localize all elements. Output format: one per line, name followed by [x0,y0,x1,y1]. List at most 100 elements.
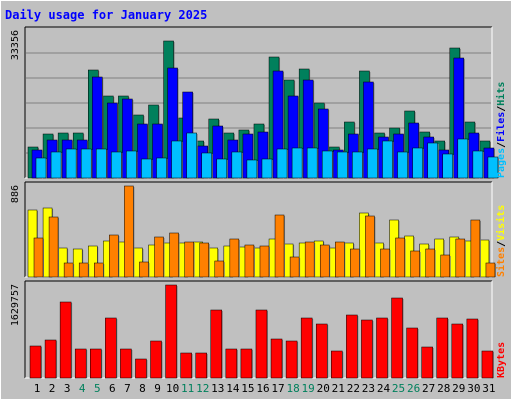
bar-pages-day-19 [306,147,318,179]
legend-entry: / [496,106,507,112]
legend-entry: Sites [495,247,507,277]
x-tick-label-day-17: 17 [271,382,284,395]
x-tick-label-day-31: 31 [482,382,495,395]
bar-kbytes-day-27 [421,346,433,379]
bar-pages-day-22 [352,151,363,179]
bar-sites-day-21 [335,241,345,278]
bar-pages-day-21 [337,151,348,179]
x-tick-label-day-30: 30 [467,382,480,395]
x-tick-label-day-20: 20 [317,382,330,395]
bar-kbytes-day-2 [44,339,57,379]
bar-sites-day-3 [63,262,74,278]
bar-kbytes-day-9 [150,340,162,379]
x-tick-label-day-10: 10 [166,382,179,395]
bar-pages-day-10 [171,140,182,179]
bar-pages-day-16 [261,158,273,179]
bar-pages-day-24 [382,140,393,179]
bar-kbytes-day-5 [90,348,102,379]
bar-kbytes-day-14 [225,348,238,379]
bar-kbytes-day-29 [451,323,464,379]
bar-pages-day-8 [141,158,152,179]
bar-sites-day-14 [229,238,240,278]
bar-sites-day-28 [440,254,450,278]
x-tick-label-day-23: 23 [362,382,375,395]
x-tick-label-day-13: 13 [211,382,224,395]
x-tick-label-day-28: 28 [437,382,450,395]
bar-sites-day-22 [350,248,360,278]
legend-entry: Hits [495,82,507,106]
bar-pages-day-29 [457,138,469,179]
x-tick-label-day-1: 1 [34,382,41,395]
bar-kbytes-day-16 [255,309,268,379]
x-tick-label-day-8: 8 [139,382,146,395]
bar-kbytes-day-7 [120,348,132,379]
bar-sites-day-16 [259,245,270,278]
legend-entry: / [496,142,507,148]
bar-pages-day-11 [186,132,197,179]
bar-pages-day-25 [397,151,408,179]
bar-sites-day-17 [274,214,285,278]
x-tick-label-day-7: 7 [124,382,131,395]
bar-sites-day-25 [395,237,405,278]
x-tick-label-day-14: 14 [226,382,240,395]
bar-kbytes-day-3 [59,301,72,379]
panel-visits-sites-ymax-label: 886 [10,185,21,203]
bar-pages-day-20 [321,150,333,179]
bar-kbytes-day-15 [240,348,253,379]
bar-kbytes-day-23 [361,319,373,379]
x-tick-label-day-18: 18 [286,382,299,395]
bar-pages-day-12 [201,152,212,179]
bar-pages-day-3 [65,148,77,179]
legend-entry: Pages [496,148,507,178]
panel-hits-files-pages-legend: Pages/Files/Hits [495,82,507,178]
bar-sites-day-12 [199,242,209,278]
legend-entry: / [496,241,507,247]
panel-visits-sites-legend: Sites/Visits [495,205,507,277]
x-tick-label-day-19: 19 [302,382,315,395]
x-tick-label-day-5: 5 [94,382,101,395]
bar-sites-day-29 [455,238,466,278]
bar-sites-day-8 [139,261,149,278]
bar-kbytes-day-8 [135,358,147,379]
bar-kbytes-day-1 [29,345,42,379]
bar-kbytes-day-22 [346,314,358,379]
x-tick-label-day-29: 29 [452,382,465,395]
legend-entry: Visits [495,205,507,241]
bar-pages-day-1 [35,157,47,179]
bar-kbytes-day-11 [180,352,192,379]
legend-entry: KBytes [496,342,507,378]
panel-kbytes-legend: KBytes [496,342,507,378]
bar-sites-day-19 [304,241,315,278]
bar-sites-day-11 [184,241,194,278]
bar-pages-day-28 [442,153,453,179]
bar-pages-day-27 [427,142,438,179]
x-tick-label-day-27: 27 [422,382,435,395]
bar-kbytes-day-31 [481,350,494,379]
bar-sites-day-15 [244,244,255,278]
bar-pages-day-2 [50,151,62,179]
bar-pages-day-13 [216,158,228,179]
bar-sites-day-24 [380,248,390,278]
bar-sites-day-26 [410,250,420,278]
bar-pages-day-5 [96,148,107,179]
bar-kbytes-day-4 [74,348,87,379]
x-tick-label-day-4: 4 [79,382,86,395]
bar-sites-day-10 [169,232,179,278]
bar-sites-day-7 [124,185,134,278]
bar-kbytes-day-19 [300,317,313,379]
bar-sites-day-20 [319,244,330,278]
bar-pages-day-15 [246,159,258,179]
bar-sites-day-31 [485,262,496,278]
x-tick-label-day-2: 2 [49,382,56,395]
bar-sites-day-9 [154,236,164,278]
bar-pages-day-18 [291,147,303,179]
panel-kbytes-ymax-label: 1629757 [10,284,21,326]
bar-pages-day-4 [80,148,92,179]
x-tick-label-day-15: 15 [241,382,254,395]
x-tick-label-day-25: 25 [392,382,405,395]
bar-kbytes-day-10 [165,284,177,379]
bar-pages-day-17 [276,148,288,179]
x-tick-label-day-6: 6 [109,382,116,395]
